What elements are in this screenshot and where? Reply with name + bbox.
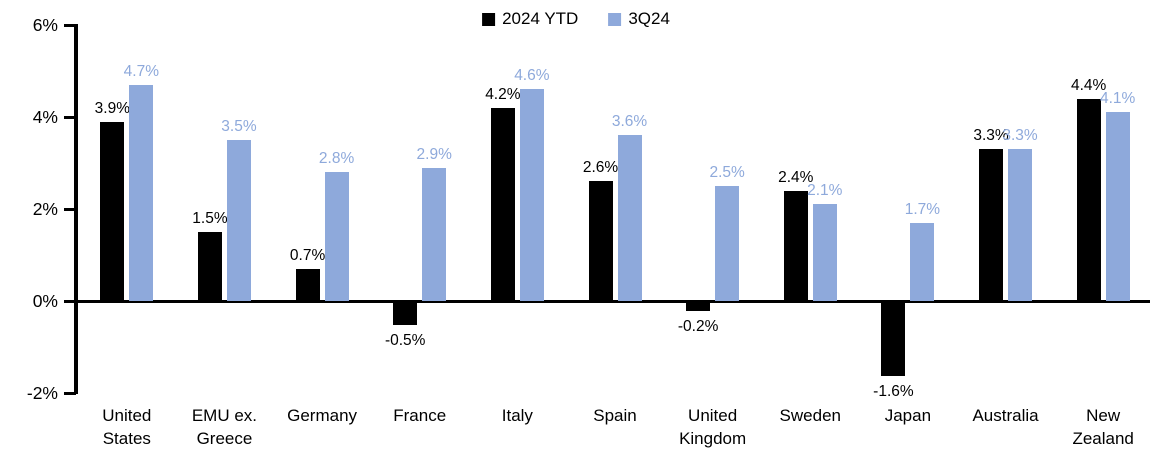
value-label-3q24: 2.1%: [807, 182, 843, 200]
y-tick-label: 6%: [32, 15, 58, 35]
legend-swatch-2024ytd: [482, 12, 496, 26]
category-label: United States: [102, 406, 152, 448]
bar-2024ytd: [490, 107, 515, 301]
bar-3q24: [1105, 112, 1130, 301]
value-label-2024ytd: 2.4%: [778, 168, 814, 186]
value-label-2024ytd: -0.2%: [677, 318, 719, 336]
value-label-2024ytd: 4.2%: [485, 85, 521, 103]
legend-item-3q24: 3Q24: [608, 9, 670, 29]
bar-2024ytd: [979, 149, 1004, 301]
bar-2024ytd: [588, 181, 613, 301]
bar-3q24: [129, 84, 154, 301]
bar-2024ytd: [1076, 98, 1101, 301]
value-label-3q24: 2.9%: [416, 145, 452, 163]
value-label-2024ytd: -1.6%: [873, 382, 914, 400]
y-tick-label: -2%: [26, 383, 58, 403]
category-label: Sweden: [779, 406, 841, 425]
value-label-3q24: 1.7%: [904, 200, 941, 218]
legend: 2024 YTD 3Q24: [482, 9, 670, 29]
bar-3q24: [422, 167, 447, 301]
bar-2024ytd: [393, 302, 418, 325]
x-axis-line: [74, 300, 1150, 303]
bar-2024ytd: [295, 268, 320, 301]
bar-3q24: [910, 222, 935, 301]
category-label: Italy: [501, 406, 533, 425]
bar-3q24: [519, 89, 544, 301]
category-label: EMU ex. Greece: [191, 406, 258, 448]
y-tick: [64, 116, 76, 119]
y-tick: [64, 208, 76, 211]
bar-2024ytd: [881, 302, 906, 376]
y-tick-label: 4%: [32, 107, 58, 127]
category-label: Spain: [593, 406, 637, 425]
bar-3q24: [715, 186, 740, 301]
y-tick: [64, 300, 76, 303]
value-label-3q24: 4.7%: [123, 62, 159, 80]
y-tick: [64, 24, 76, 27]
legend-swatch-3q24: [608, 12, 622, 26]
bar-3q24: [1008, 149, 1033, 301]
category-label: France: [393, 406, 447, 425]
value-label-2024ytd: 1.5%: [192, 210, 228, 227]
category-label: Australia: [972, 406, 1039, 425]
bar-2024ytd: [686, 302, 711, 312]
value-label-3q24: 2.8%: [318, 150, 355, 168]
y-axis-line: [74, 24, 78, 394]
y-tick: [64, 392, 76, 395]
bar-3q24: [617, 135, 642, 301]
value-label-3q24: 2.5%: [709, 164, 745, 181]
category-label: New Zealand: [1072, 406, 1134, 448]
value-label-2024ytd: 3.9%: [94, 99, 130, 117]
value-label-2024ytd: -0.5%: [384, 332, 426, 349]
bar-3q24: [812, 204, 837, 301]
y-tick-label: 2%: [32, 199, 58, 219]
category-label: United Kingdom: [679, 406, 747, 448]
y-tick-label: 0%: [32, 291, 58, 311]
bar-2024ytd: [783, 190, 808, 301]
value-label-3q24: 3.6%: [611, 113, 648, 131]
value-label-2024ytd: 0.7%: [289, 246, 326, 264]
legend-item-2024ytd: 2024 YTD: [482, 9, 578, 29]
value-label-3q24: 3.5%: [221, 118, 257, 135]
bar-3q24: [324, 172, 349, 301]
value-label-3q24: 3.3%: [1002, 127, 1038, 145]
category-label: Japan: [884, 406, 932, 425]
legend-label-2024ytd: 2024 YTD: [502, 9, 579, 28]
value-label-2024ytd: 2.6%: [582, 159, 619, 177]
legend-label-3q24: 3Q24: [628, 9, 670, 28]
bar-2024ytd: [100, 121, 125, 301]
value-label-2024ytd: 4.4%: [1071, 76, 1107, 94]
bar-2024ytd: [197, 232, 222, 301]
value-label-3q24: 4.6%: [514, 67, 550, 85]
bar-3q24: [226, 140, 251, 301]
value-label-3q24: 4.1%: [1100, 90, 1136, 108]
category-label: Germany: [287, 406, 358, 425]
value-label-2024ytd: 3.3%: [973, 127, 1009, 145]
